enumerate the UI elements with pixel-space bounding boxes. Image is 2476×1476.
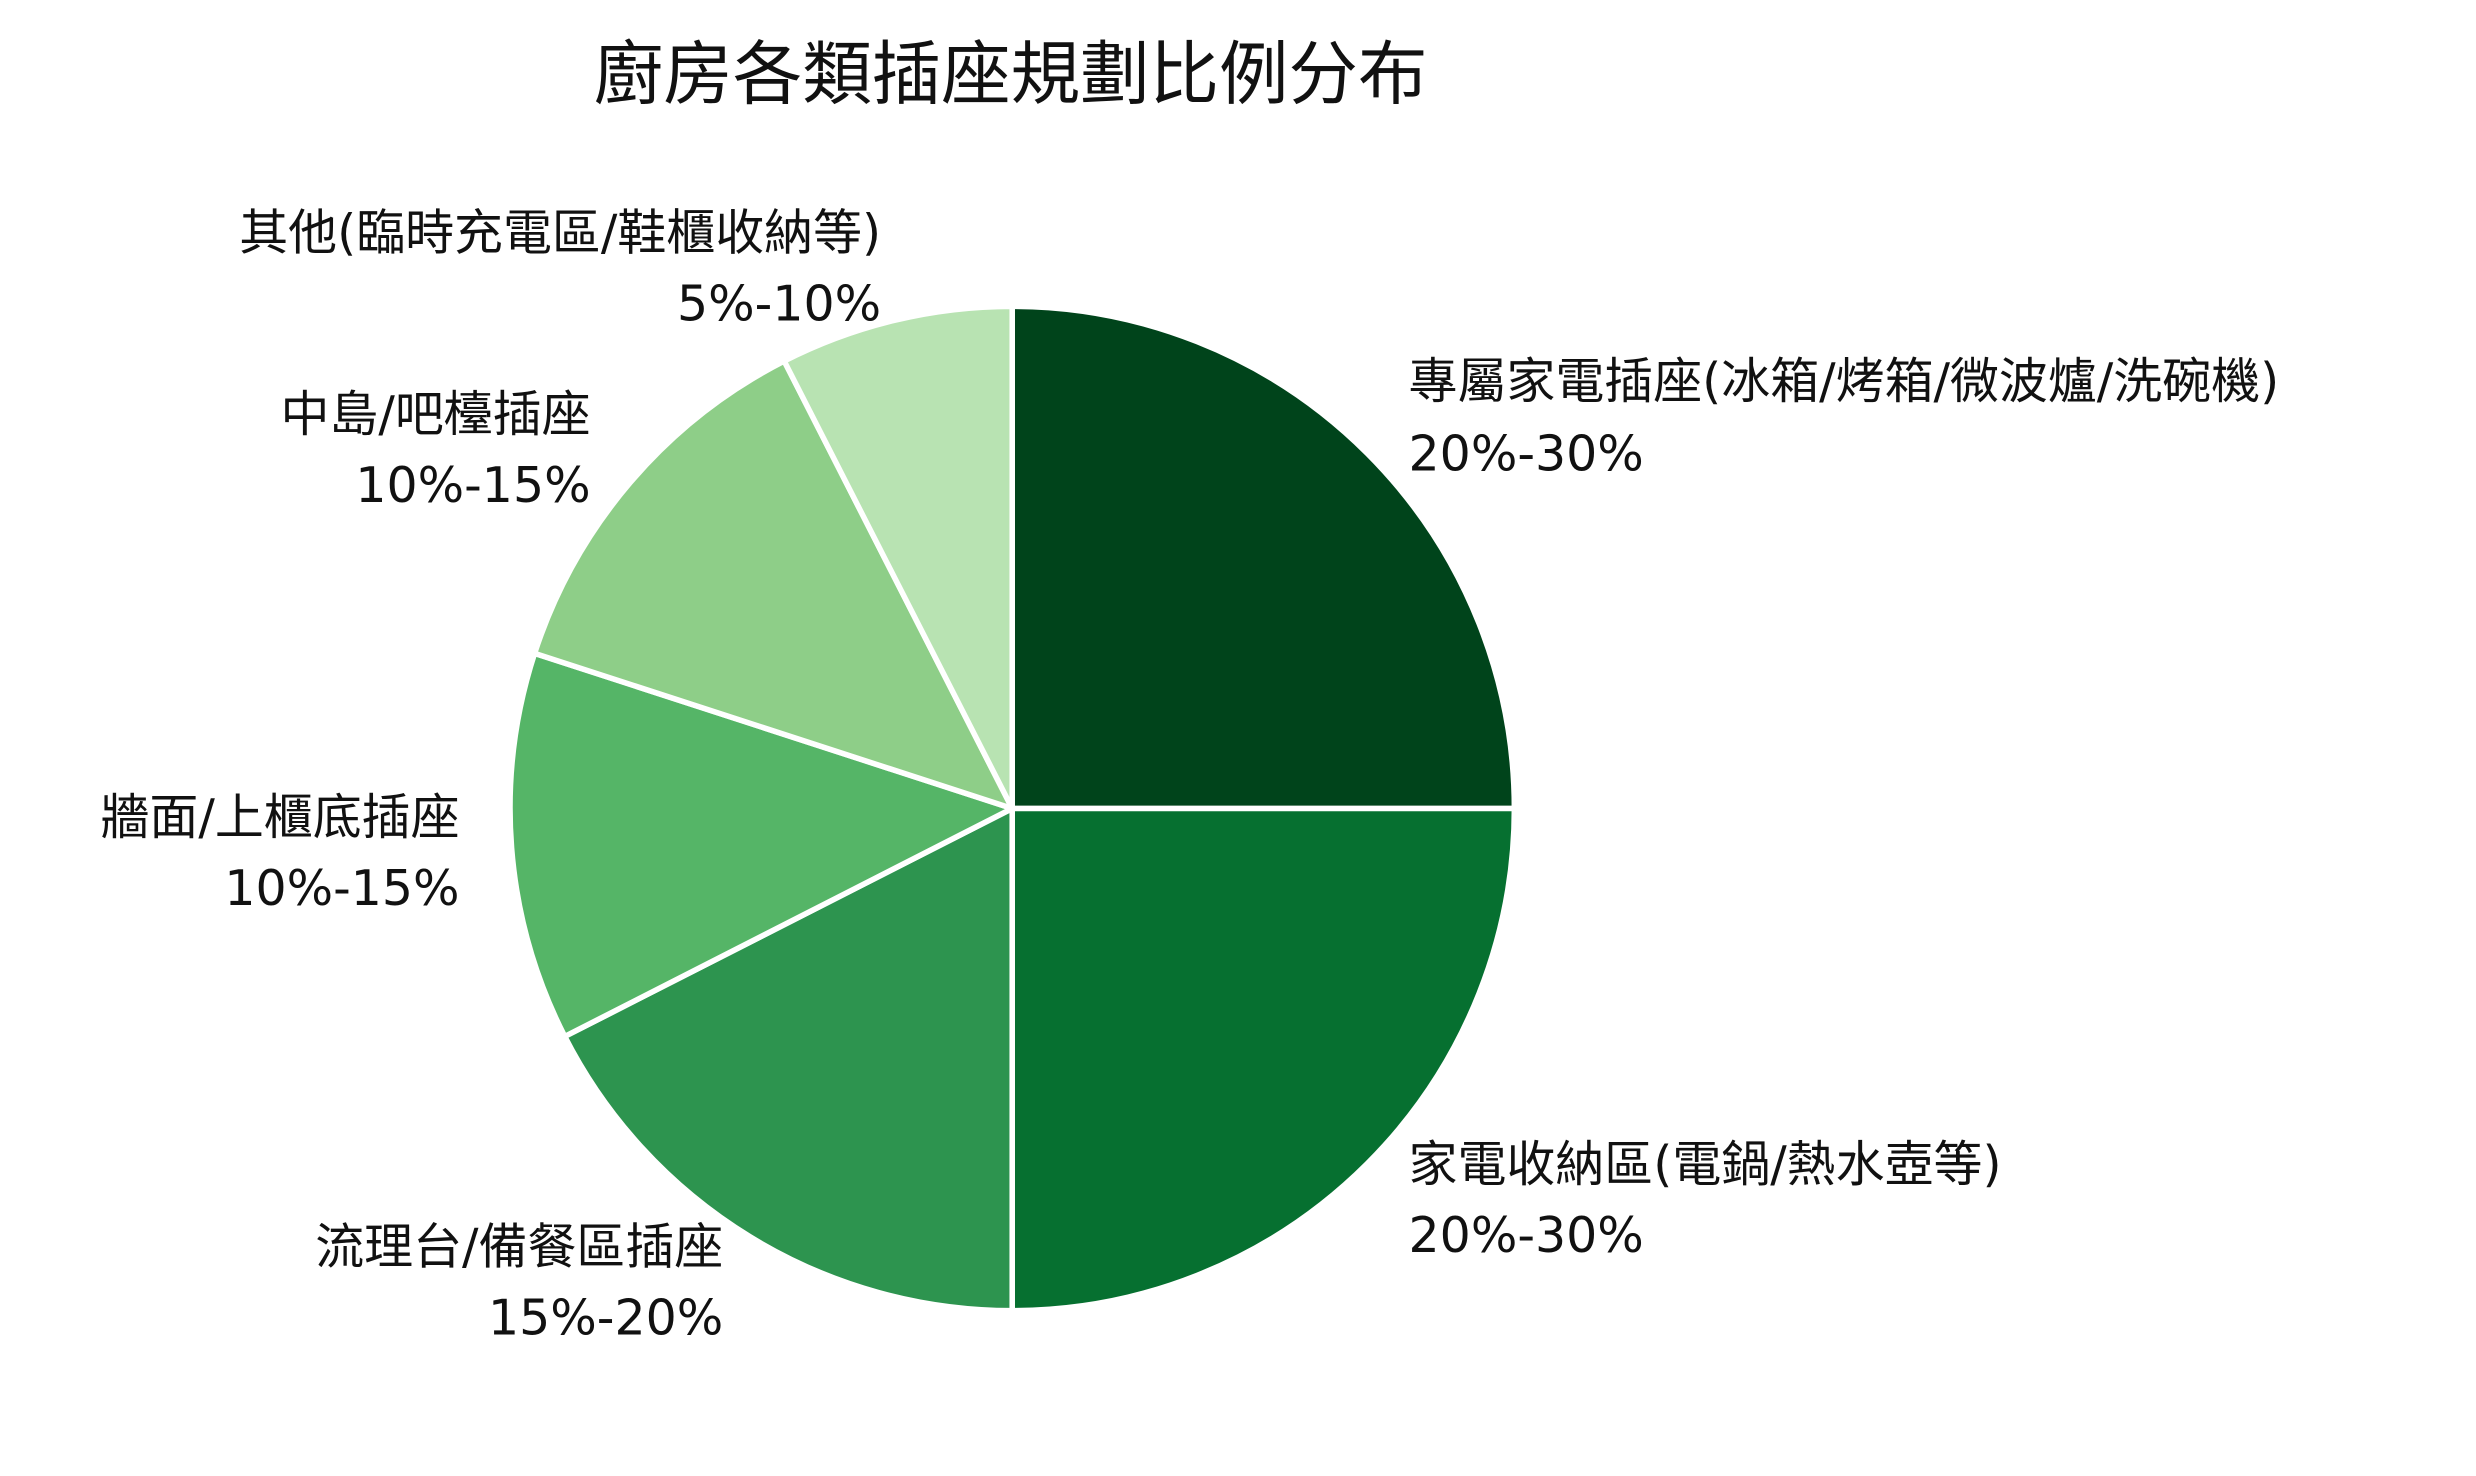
chart-title: 廚房各類插座規劃比例分布 xyxy=(594,35,1428,115)
pie-slices xyxy=(507,303,1518,1314)
pie-slice xyxy=(1009,805,1518,1314)
slice-range-label: 10%-15% xyxy=(355,457,590,514)
slice-labels: 專屬家電插座(冰箱/烤箱/微波爐/洗碗機) 20%-30% 家電收納區(電鍋/熱水壺… xyxy=(100,204,2279,1346)
pie-slice xyxy=(1009,303,1518,812)
pie-slice xyxy=(507,650,1015,1040)
pie-slice xyxy=(562,805,1015,1314)
slice-label: 中島/吧檯插座 xyxy=(280,386,590,443)
slice-label: 專屬家電插座(冰箱/烤箱/微波爐/洗碗機) xyxy=(1409,353,2280,410)
slice-range-label: 5%-10% xyxy=(677,276,881,333)
slice-range-label: 10%-15% xyxy=(224,860,459,917)
pie-slice xyxy=(531,358,1015,812)
slice-label: 牆面/上櫃底插座 xyxy=(100,789,459,846)
slice-range-label: 20%-30% xyxy=(1409,1207,1644,1264)
slice-label: 其他(臨時充電區/鞋櫃收納等) xyxy=(239,204,881,261)
slice-range-label: 20%-30% xyxy=(1409,426,1644,483)
slice-label: 流理台/備餐區插座 xyxy=(315,1218,723,1275)
pie-slice xyxy=(781,303,1015,812)
slice-label: 家電收納區(電鍋/熱水壺等) xyxy=(1409,1136,2002,1193)
slice-range-label: 15%-20% xyxy=(488,1289,723,1346)
